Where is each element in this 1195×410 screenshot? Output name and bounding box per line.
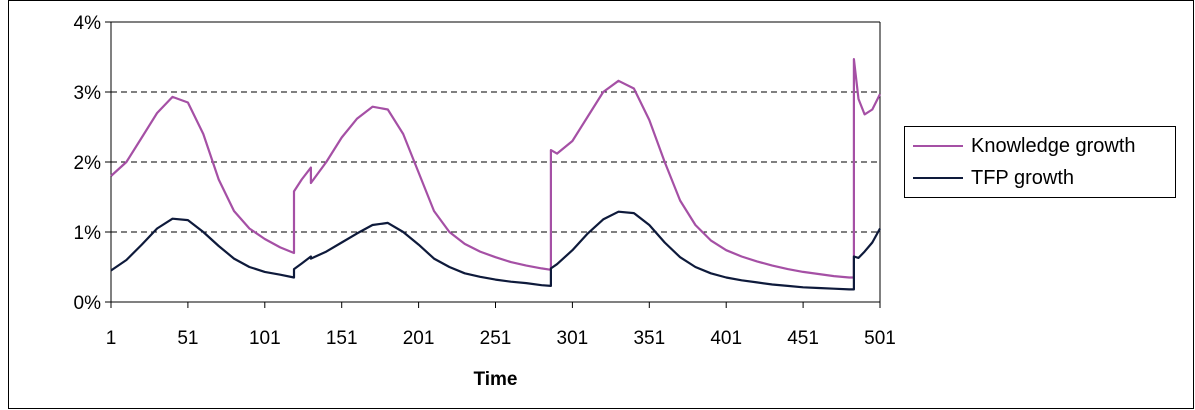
x-axis-title: Time	[473, 369, 517, 390]
legend-item-knowledge-growth: Knowledge growth	[913, 131, 1136, 161]
x-tick-label: 351	[633, 328, 665, 349]
y-tick-label: 4%	[74, 13, 102, 34]
x-tick-label: 151	[326, 328, 358, 349]
x-tick-label: 1	[106, 328, 117, 349]
x-tick-label: 101	[249, 328, 281, 349]
x-tick-label: 251	[480, 328, 512, 349]
series-lines	[110, 58, 881, 291]
x-tick-label: 51	[177, 328, 198, 349]
series-line-knowledge-growth	[110, 58, 881, 279]
series-line-tfp-growth	[110, 210, 881, 291]
legend-swatch-tfp-growth	[913, 177, 963, 179]
gridlines	[111, 91, 880, 233]
x-tick-label: 401	[710, 328, 742, 349]
x-tick-label: 201	[403, 328, 435, 349]
legend-swatch-knowledge-growth	[913, 145, 963, 147]
x-tick-label: 501	[864, 328, 896, 349]
legend-label-knowledge-growth: Knowledge growth	[971, 134, 1136, 157]
y-tick-label: 2%	[74, 153, 102, 174]
x-tick-label: 301	[557, 328, 589, 349]
legend-item-tfp-growth: TFP growth	[913, 163, 1074, 193]
legend: Knowledge growth TFP growth	[904, 126, 1176, 198]
axes: 0%1%2%3%4%1 51 101 151 201 251 301 351 401 451 501	[74, 13, 896, 349]
chart-frame	[8, 0, 1194, 409]
y-tick-label: 3%	[74, 83, 102, 104]
legend-label-tfp-growth: TFP growth	[971, 166, 1074, 189]
y-tick-label: 1%	[74, 223, 102, 244]
x-tick-label: 451	[787, 328, 819, 349]
y-tick-label: 0%	[74, 293, 102, 314]
